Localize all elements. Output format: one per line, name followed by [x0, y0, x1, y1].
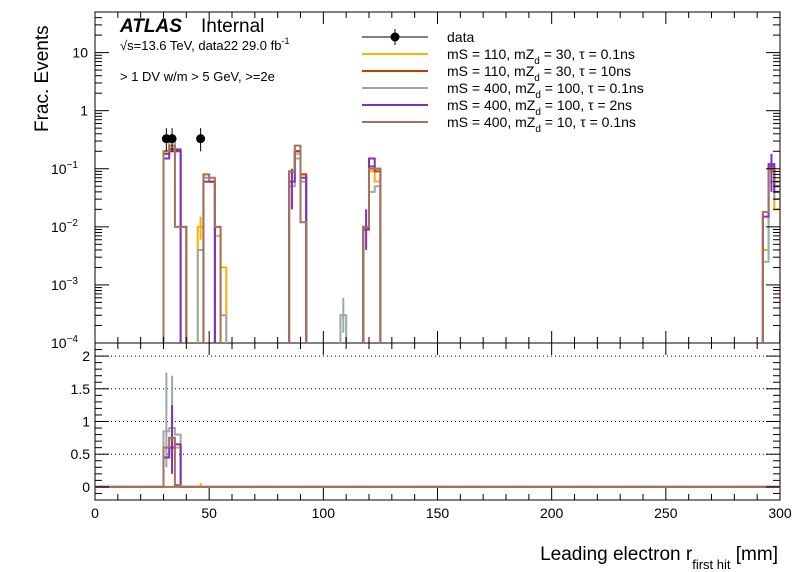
x-axis-title-unit: [mm]	[731, 544, 779, 565]
x-tick-label: 0	[91, 505, 99, 521]
legend-label-s5: mS = 400, mZd = 10, τ = 0.1ns	[447, 114, 636, 135]
legend-label-s4: mS = 400, mZd = 100, τ = 2ns	[447, 97, 632, 118]
y-tick-label: 10−3	[51, 276, 78, 293]
ratio-y-tick-label: 1	[82, 414, 90, 430]
y-tick-label: 10	[72, 45, 88, 61]
legend-label-sub: d	[535, 124, 541, 135]
y-tick-label-exp: −2	[67, 218, 79, 229]
x-tick-label: 200	[540, 505, 564, 521]
legend-label-rest: = 30, τ = 10ns	[540, 63, 631, 79]
ratio-hist-s1	[95, 436, 780, 488]
y-tick-label: 10−1	[51, 160, 78, 177]
y-tick-label-base: 10	[51, 335, 67, 351]
data-point-2	[196, 134, 206, 144]
hist-s1	[162, 144, 780, 343]
data-point-1	[167, 134, 177, 144]
ratio-gridlines	[95, 355, 780, 455]
ratio-y-tick-label: 1.5	[71, 381, 91, 397]
ratio-hist-s5	[95, 436, 780, 488]
legend-label-rest: = 100, τ = 0.1ns	[541, 80, 644, 96]
x-axis-title-sub: first hit	[692, 557, 731, 572]
y-tick-label-base: 10	[51, 219, 67, 235]
ratio-panel-frame	[94, 342, 781, 501]
energy-sqrt: √s	[120, 38, 134, 53]
legend-label-sub: d	[534, 73, 540, 84]
y-tick-label-exp: −3	[67, 276, 79, 287]
legend-label-main: mS = 400, mZ	[447, 97, 536, 113]
legend-label-sub: d	[535, 90, 541, 101]
energy-label: √s=13.6 TeV, data22 29.0 fb-1	[120, 36, 290, 53]
y-tick-label-exp: −4	[67, 334, 79, 345]
x-tick-label: 50	[201, 505, 217, 521]
y-tick-label: 1	[80, 103, 88, 119]
legend-label-main: mS = 400, mZ	[447, 80, 536, 96]
axis-tick-labels: 0 50 100 150 200 250 30010−310−210−111010−400.…	[51, 45, 792, 521]
legend-label-rest: = 30, τ = 0.1ns	[540, 46, 635, 62]
legend-label-main: mS = 400, mZ	[447, 114, 536, 130]
data-points	[161, 128, 206, 152]
legend-label-s1: mS = 110, mZd = 30, τ = 0.1ns	[447, 46, 635, 67]
legend-label-rest: = 100, τ = 2ns	[541, 97, 632, 113]
energy-text: =13.6 TeV, data22 29.0 fb	[134, 38, 282, 53]
ratio-y-tick-label: 0.5	[71, 446, 91, 462]
y-tick-label-base: 10	[72, 45, 88, 61]
y-tick-label-base: 10	[51, 161, 67, 177]
x-tick-label: 150	[426, 505, 450, 521]
ratio-hist-s3	[95, 427, 780, 488]
legend-label-s2: mS = 110, mZd = 30, τ = 10ns	[447, 63, 631, 84]
x-tick-label: 250	[654, 505, 678, 521]
y-tick-label: 10−2	[51, 218, 78, 235]
axis-ticks	[94, 12, 781, 500]
x-tick-label: 100	[312, 505, 336, 521]
ratio-histograms	[95, 372, 780, 488]
legend-label-rest: = 10, τ = 0.1ns	[541, 114, 636, 130]
legend-marker-data	[390, 32, 400, 42]
y-tick-label-base: 10	[51, 277, 67, 293]
legend-label-s3: mS = 400, mZd = 100, τ = 0.1ns	[447, 80, 644, 101]
selection-label: > 1 DV w/m > 5 GeV, >=2e	[120, 69, 275, 84]
legend-label-main: data	[447, 29, 474, 45]
legend-label-sub: d	[535, 107, 541, 118]
x-axis-title: Leading electron rfirst hit [mm]	[540, 544, 778, 572]
x-axis-title-main: Leading electron r	[540, 544, 693, 565]
legend-label-main: mS = 110, mZ	[447, 46, 535, 62]
x-tick-label: 300	[768, 505, 792, 521]
ratio-y-tick-label: 0	[82, 479, 90, 495]
legend-label-data: data	[447, 29, 474, 45]
y-tick-label-base: 1	[80, 103, 88, 119]
ratio-y-tick-label: 2	[82, 348, 90, 364]
y-axis-title: Frac. Events	[32, 25, 53, 132]
atlas-label: ATLAS	[119, 16, 182, 37]
hist-s5	[162, 144, 780, 343]
legend-label-main: mS = 110, mZ	[447, 63, 535, 79]
top-histograms	[162, 140, 780, 343]
y-tick-label: 10−4	[51, 334, 78, 351]
energy-sup: -1	[281, 36, 289, 46]
internal-label: Internal	[201, 16, 264, 37]
y-tick-label-exp: −1	[67, 160, 79, 171]
ratio-hist-s4	[95, 443, 780, 488]
legend-label-sub: d	[534, 56, 540, 67]
